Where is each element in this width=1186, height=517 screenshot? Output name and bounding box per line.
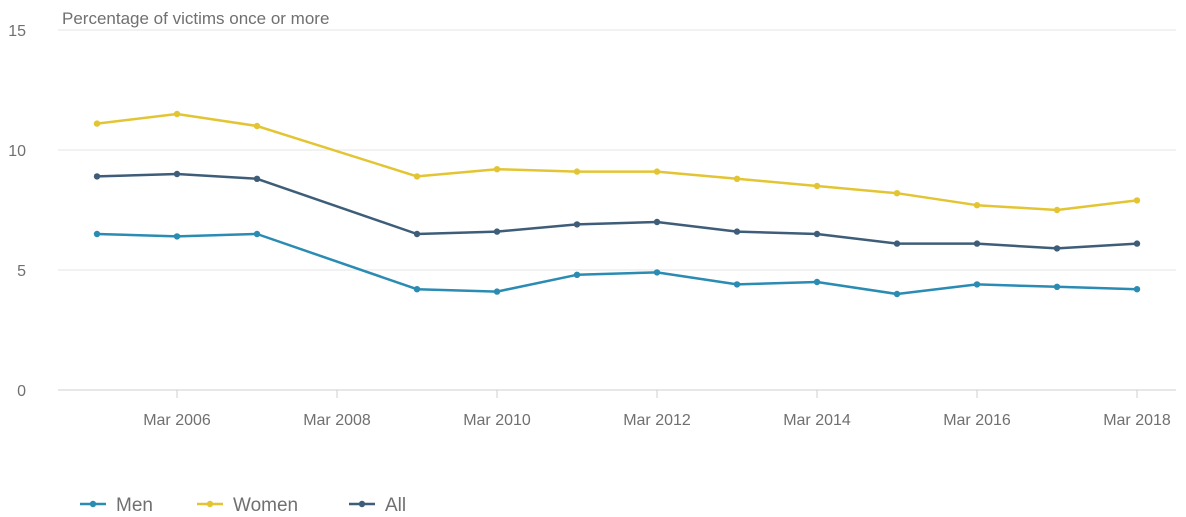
data-point-all — [253, 175, 261, 182]
data-point-all — [573, 221, 581, 228]
data-point-men — [573, 271, 581, 278]
data-point-all — [493, 228, 501, 235]
data-point-women — [973, 202, 981, 209]
data-point-women — [1053, 206, 1061, 214]
legend-swatch-point — [358, 500, 366, 508]
data-point-women — [413, 173, 421, 180]
data-point-men — [93, 230, 101, 238]
data-point-men — [1053, 283, 1061, 290]
data-point-women — [1133, 197, 1141, 204]
data-point-women — [653, 168, 661, 175]
x-tick-label: Mar 2014 — [783, 412, 851, 429]
x-tick-label: Mar 2010 — [463, 412, 531, 429]
data-point-women — [813, 182, 821, 190]
data-point-men — [653, 269, 661, 276]
x-tick-label: Mar 2006 — [143, 412, 211, 429]
legend-swatch-point — [89, 500, 97, 508]
data-point-all — [413, 230, 421, 238]
data-point-women — [893, 190, 901, 197]
data-point-all — [893, 240, 901, 247]
data-point-women — [93, 120, 101, 127]
series-women — [93, 110, 1141, 214]
data-point-men — [733, 281, 741, 288]
legend-item-all: All — [349, 495, 406, 516]
data-point-women — [573, 168, 581, 175]
y-axis-title: Percentage of victims once or more — [62, 9, 329, 28]
data-point-men — [253, 230, 261, 238]
legend-label: Women — [233, 495, 298, 516]
data-point-all — [813, 230, 821, 238]
y-tick-label: 15 — [8, 23, 26, 40]
data-point-women — [173, 110, 181, 118]
data-point-men — [973, 281, 981, 288]
y-tick-label: 0 — [17, 383, 26, 400]
data-point-all — [1053, 245, 1061, 252]
data-point-men — [413, 286, 421, 293]
data-point-men — [493, 288, 501, 295]
series-line-all — [95, 172, 1139, 250]
data-point-women — [493, 166, 501, 173]
data-point-men — [813, 278, 821, 286]
x-tick-label: Mar 2008 — [303, 412, 371, 429]
data-point-all — [653, 218, 661, 226]
data-point-men — [1133, 286, 1141, 293]
legend-label: Men — [116, 495, 153, 516]
data-point-women — [733, 175, 741, 182]
legend-item-men: Men — [80, 495, 153, 516]
x-tick-label: Mar 2016 — [943, 412, 1011, 429]
data-point-all — [1133, 240, 1141, 247]
x-tick-label: Mar 2012 — [623, 412, 691, 429]
data-point-all — [93, 173, 101, 180]
legend-item-women: Women — [197, 495, 298, 516]
series-men — [93, 230, 1141, 298]
data-point-all — [973, 240, 981, 247]
series-all — [93, 170, 1141, 252]
data-point-men — [173, 233, 181, 240]
data-point-all — [173, 170, 181, 178]
legend-swatch-point — [206, 500, 214, 508]
legend-label: All — [385, 495, 406, 516]
y-tick-label: 5 — [17, 263, 26, 280]
data-point-all — [733, 228, 741, 235]
data-point-men — [893, 290, 901, 298]
x-tick-label: Mar 2018 — [1103, 412, 1171, 429]
y-tick-label: 10 — [8, 143, 26, 160]
data-point-women — [253, 122, 261, 130]
series-line-women — [95, 112, 1139, 212]
